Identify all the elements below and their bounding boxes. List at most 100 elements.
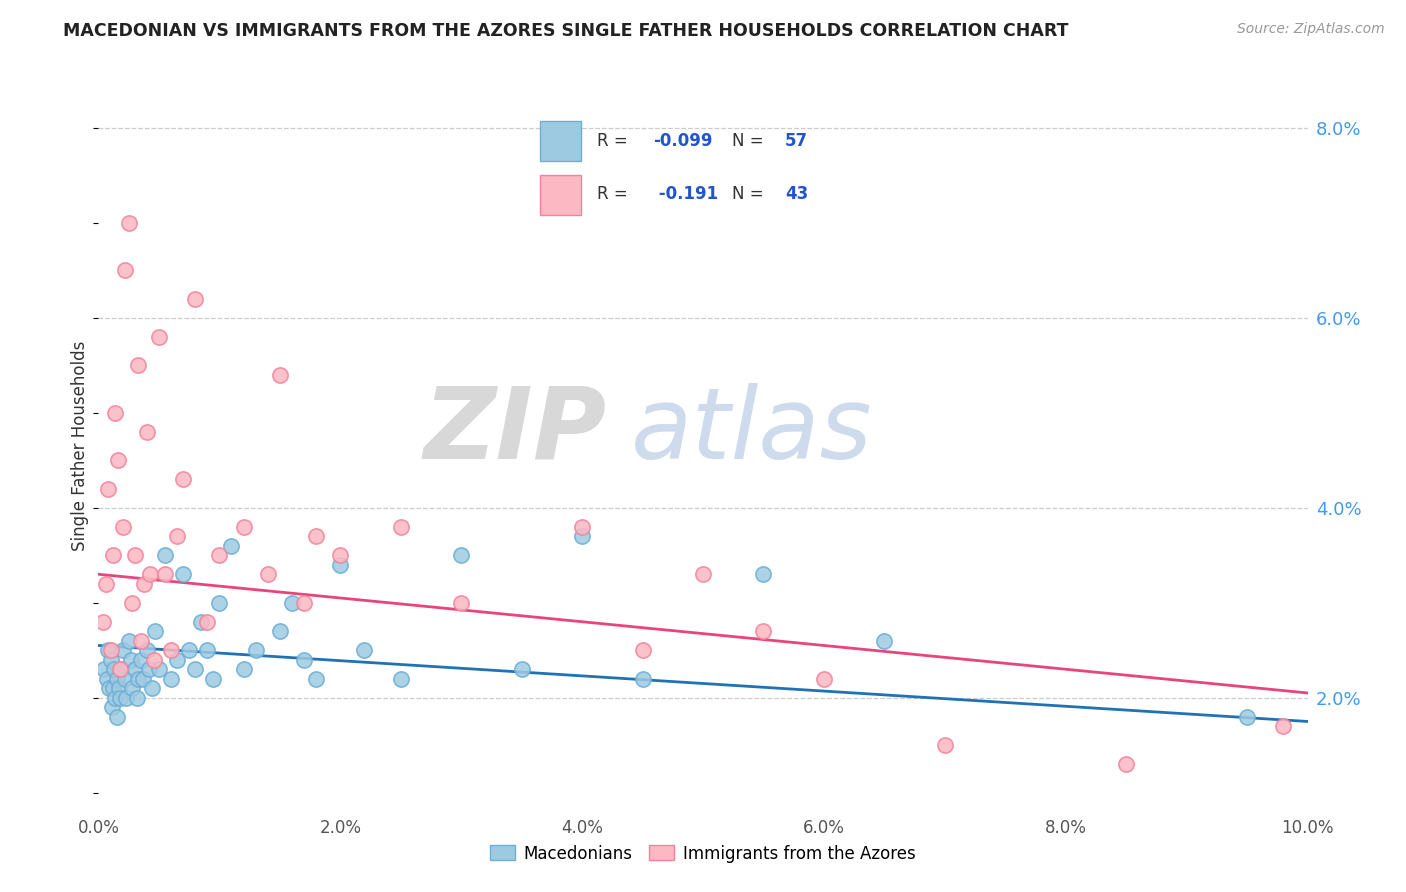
Point — [208, 596, 231, 610]
Point — [329, 548, 352, 562]
Point — [101, 681, 124, 696]
Point — [160, 643, 183, 657]
Point — [873, 633, 896, 648]
Point — [97, 482, 120, 496]
Point — [202, 672, 225, 686]
Point — [160, 672, 183, 686]
Point — [97, 643, 120, 657]
Point — [232, 662, 254, 676]
Point — [120, 653, 142, 667]
Point — [101, 548, 124, 562]
Point — [232, 520, 254, 534]
Point — [450, 548, 472, 562]
Point — [269, 624, 291, 639]
Point — [135, 425, 157, 439]
Point — [166, 529, 188, 543]
Point — [139, 567, 162, 582]
Text: ZIP: ZIP — [423, 383, 606, 480]
Point — [692, 567, 714, 582]
Point — [91, 615, 114, 629]
Point — [172, 567, 194, 582]
Point — [305, 672, 328, 686]
Point — [184, 662, 207, 676]
Point — [190, 615, 212, 629]
Point — [115, 690, 138, 705]
Point — [104, 406, 127, 420]
Point — [389, 672, 412, 686]
Point — [111, 643, 134, 657]
Point — [148, 662, 170, 676]
Point — [305, 529, 328, 543]
Text: Source: ZipAtlas.com: Source: ZipAtlas.com — [1237, 22, 1385, 37]
Point — [353, 643, 375, 657]
Point — [143, 624, 166, 639]
Point — [195, 643, 218, 657]
Point — [143, 653, 166, 667]
Point — [148, 330, 170, 344]
Point — [108, 690, 131, 705]
Point — [292, 653, 315, 667]
Point — [934, 738, 956, 752]
Point — [96, 672, 118, 686]
Point — [631, 672, 654, 686]
Point — [118, 216, 141, 230]
Point — [141, 681, 163, 696]
Point — [1115, 757, 1137, 772]
Point — [281, 596, 304, 610]
Point — [111, 520, 134, 534]
Point — [752, 567, 775, 582]
Legend: Macedonians, Immigrants from the Azores: Macedonians, Immigrants from the Azores — [484, 838, 922, 869]
Point — [221, 539, 243, 553]
Point — [94, 576, 117, 591]
Point — [124, 548, 146, 562]
Point — [195, 615, 218, 629]
Point — [752, 624, 775, 639]
Point — [114, 263, 136, 277]
Point — [107, 453, 129, 467]
Point — [121, 681, 143, 696]
Point — [631, 643, 654, 657]
Point — [104, 690, 127, 705]
Point — [571, 529, 593, 543]
Point — [134, 576, 156, 591]
Point — [93, 662, 115, 676]
Point — [571, 520, 593, 534]
Point — [98, 681, 121, 696]
Point — [127, 690, 149, 705]
Point — [153, 567, 176, 582]
Text: atlas: atlas — [630, 383, 872, 480]
Text: MACEDONIAN VS IMMIGRANTS FROM THE AZORES SINGLE FATHER HOUSEHOLDS CORRELATION CH: MACEDONIAN VS IMMIGRANTS FROM THE AZORES… — [63, 22, 1069, 40]
Point — [208, 548, 231, 562]
Point — [118, 633, 141, 648]
Point — [108, 681, 131, 696]
Point — [100, 700, 122, 714]
Point — [132, 672, 155, 686]
Point — [108, 662, 131, 676]
Point — [127, 358, 149, 372]
Point — [179, 643, 201, 657]
Point — [100, 653, 122, 667]
Point — [124, 662, 146, 676]
Point — [100, 643, 122, 657]
Point — [114, 672, 136, 686]
Point — [110, 662, 132, 676]
Point — [129, 653, 152, 667]
Point — [510, 662, 533, 676]
Point — [256, 567, 278, 582]
Point — [292, 596, 315, 610]
Point — [1272, 719, 1295, 733]
Point — [153, 548, 176, 562]
Point — [105, 672, 128, 686]
Point — [184, 292, 207, 306]
Point — [121, 596, 143, 610]
Point — [129, 633, 152, 648]
Point — [172, 472, 194, 486]
Point — [166, 653, 188, 667]
Point — [389, 520, 412, 534]
Point — [813, 672, 835, 686]
Point — [269, 368, 291, 382]
Point — [450, 596, 472, 610]
Point — [135, 643, 157, 657]
Point — [138, 662, 160, 676]
Y-axis label: Single Father Households: Single Father Households — [70, 341, 89, 551]
